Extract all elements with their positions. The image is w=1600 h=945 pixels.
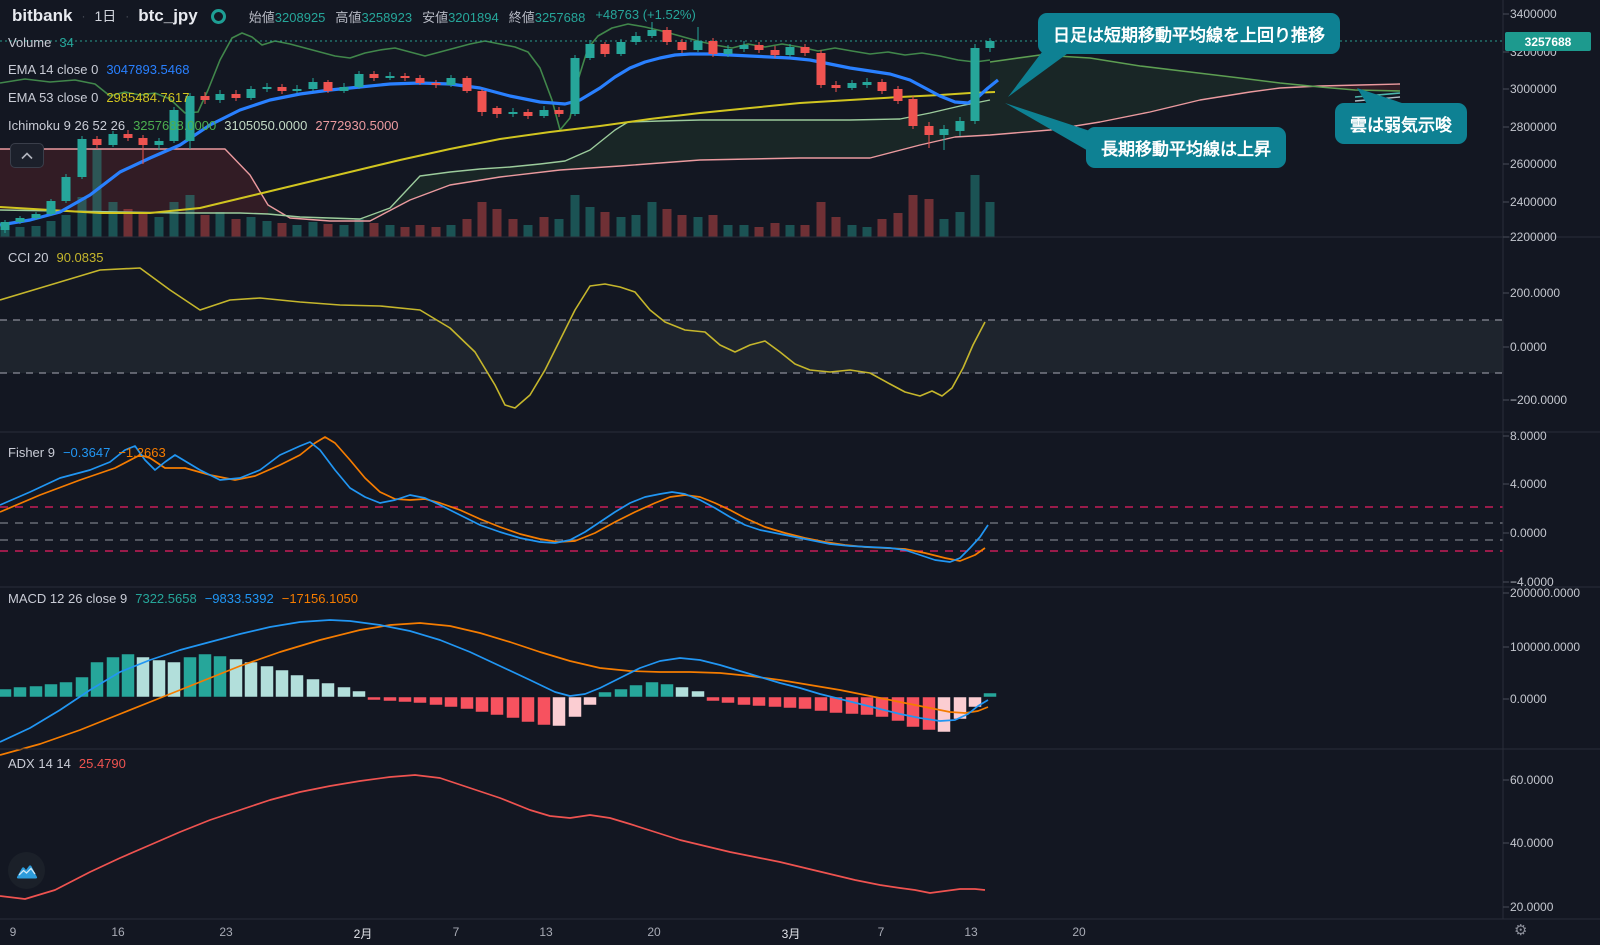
legend-adx[interactable]: ADX 14 14 25.4790 — [8, 756, 126, 771]
chevron-up-icon — [21, 151, 33, 159]
chart-style-button[interactable] — [8, 852, 45, 889]
symbol-name[interactable]: bitbank — [12, 6, 73, 25]
adx-axis-label: 40.0000 — [1510, 836, 1554, 850]
legend-fisher[interactable]: Fisher 9 −0.3647 −1.2663 — [8, 445, 166, 460]
legend-ema14[interactable]: EMA 14 close 0 3047893.5468 — [8, 62, 190, 77]
cci-axis-label: −200.0000 — [1510, 393, 1568, 407]
fisher-axis-label: −4.0000 — [1510, 575, 1554, 589]
bitbank-logo-icon — [210, 8, 226, 24]
legend-ichimoku[interactable]: Ichimoku 9 26 52 26 3257688.0000 3105050… — [8, 118, 399, 133]
price-axis-label: 2400000 — [1510, 195, 1557, 209]
macd-axis-label: 200000.0000 — [1510, 586, 1581, 600]
collapse-pane-button[interactable] — [10, 143, 44, 168]
mountain-chart-icon — [16, 864, 37, 878]
price-axis-label: 2800000 — [1510, 120, 1557, 134]
legend-ema53[interactable]: EMA 53 close 0 2985484.7617 — [8, 90, 190, 105]
time-axis-label: 2月 — [353, 927, 373, 941]
chart-header: bitbank · 1日 · btc_jpy 始値3208925 高値32589… — [12, 6, 696, 26]
price-axis-label: 3000000 — [1510, 82, 1557, 96]
price-axis-label: 3400000 — [1510, 7, 1557, 21]
macd-axis-label: 100000.0000 — [1510, 640, 1581, 654]
interval-selector[interactable]: 1日 — [94, 8, 117, 24]
time-axis-label: 16 — [111, 925, 125, 939]
ohlc-readout: 始値3208925 高値3258923 安値3201894 終値3257688 … — [248, 6, 696, 25]
adx-axis-label: 60.0000 — [1510, 773, 1554, 787]
time-axis-label: 20 — [647, 925, 661, 939]
time-axis-label: 23 — [219, 925, 233, 939]
separator-dot: · — [125, 9, 130, 23]
time-axis-label: 9 — [9, 925, 17, 939]
time-axis-label: 7 — [877, 925, 885, 939]
legend-volume[interactable]: Volume 34 — [8, 35, 74, 50]
annotation-cloud-bearish: 雲は弱気示唆 — [1335, 103, 1467, 144]
cci-axis-label: 0.0000 — [1510, 340, 1547, 354]
price-axis-label: 2200000 — [1510, 230, 1557, 244]
macd-axis-label: 0.0000 — [1510, 692, 1547, 706]
separator-dot: · — [81, 9, 86, 23]
annotation-long-ma-rising: 長期移動平均線は上昇 — [1086, 127, 1286, 168]
legend-macd[interactable]: MACD 12 26 close 9 7322.5658 −9833.5392 … — [8, 591, 359, 606]
legend-cci[interactable]: CCI 20 90.0835 — [8, 250, 104, 265]
change-readout: +48763 (+1.52%) — [595, 6, 696, 22]
fisher-axis-label: 4.0000 — [1510, 477, 1547, 491]
time-scale[interactable]: 9 16 23 2月 7 13 20 3月 7 13 20 — [0, 919, 1600, 945]
adx-axis-label: 20.0000 — [1510, 900, 1554, 914]
time-axis-label: 13 — [539, 925, 553, 939]
time-axis-label: 13 — [964, 925, 978, 939]
fisher-axis-label: 8.0000 — [1510, 429, 1547, 443]
time-axis-label: 3月 — [781, 927, 801, 941]
time-axis-label: 20 — [1072, 925, 1086, 939]
price-axis-label: 2600000 — [1510, 157, 1557, 171]
time-axis-label: 7 — [452, 925, 460, 939]
last-price-tag: 3257688 — [1505, 32, 1591, 51]
cci-axis-label: 200.0000 — [1510, 286, 1561, 300]
timezone-settings-icon[interactable]: ⚙ — [1514, 922, 1528, 939]
fisher-axis-label: 0.0000 — [1510, 526, 1547, 540]
annotation-above-short-ma: 日足は短期移動平均線を上回り推移 — [1038, 13, 1340, 54]
pair-name[interactable]: btc_jpy — [138, 6, 198, 25]
